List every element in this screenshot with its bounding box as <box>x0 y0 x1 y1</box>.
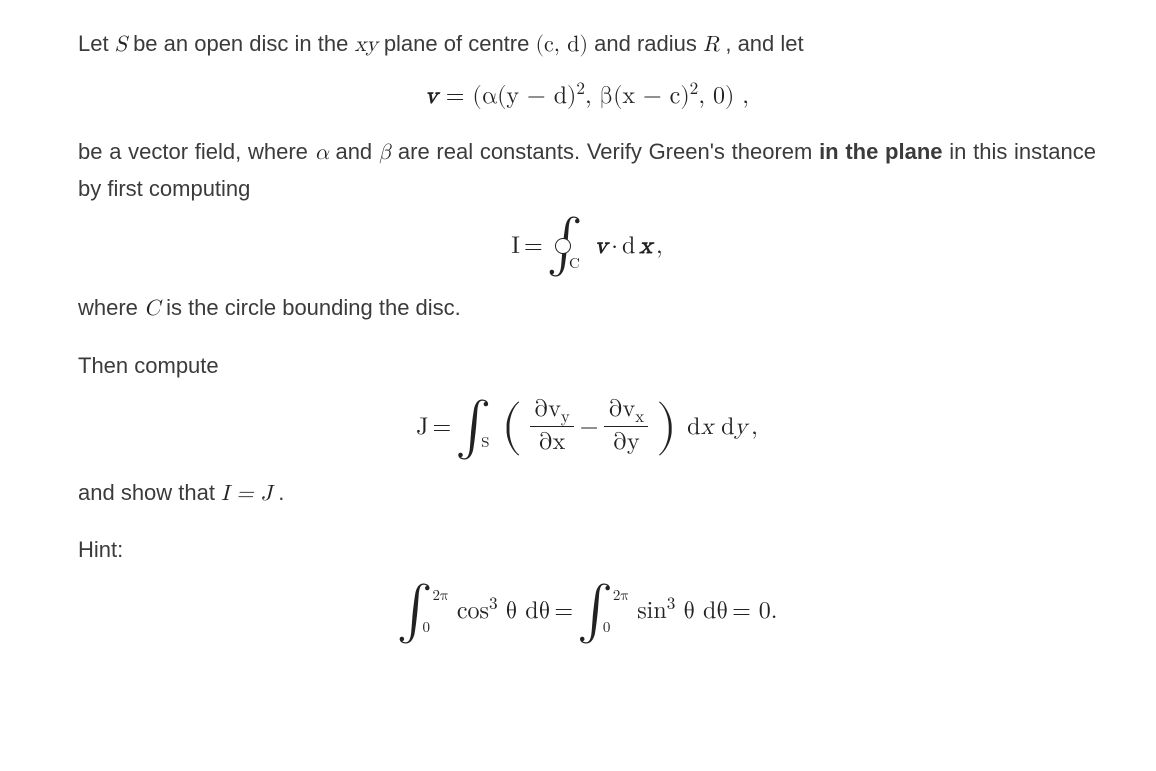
comma: , <box>751 408 758 446</box>
equation-line-integral-I: I = ∫ C v · dx, <box>78 220 1096 272</box>
para-5: and show that I = J . <box>78 475 1096 512</box>
beta: β <box>600 84 613 108</box>
equation-v-definition: v = (α(y − d)2, β(x − c)2, 0) , <box>78 77 1096 115</box>
equals1: = <box>554 592 573 630</box>
var-S: S <box>115 34 127 56</box>
para-4: Then compute <box>78 348 1096 383</box>
para-1: Let S be an open disc in the xy plane of… <box>78 26 1096 63</box>
x-minus-c: (x − c) <box>613 84 690 108</box>
text: Hint: <box>78 537 123 562</box>
dtheta1: θ <box>539 599 551 623</box>
equals: = <box>524 227 543 265</box>
var-R: R <box>703 34 719 56</box>
int-sub-S: S <box>481 431 489 455</box>
equals-zero: = 0. <box>732 592 777 630</box>
equation-surface-integral-J: J = ∫ S ( ∂vy ∂x − ∂vx ∂y ) dx dy, <box>78 397 1096 457</box>
dvy-dx: ∂vy ∂x <box>530 397 574 457</box>
zero: , 0 <box>698 84 725 108</box>
integral-sin3: ∫ 2π 0 <box>577 582 633 642</box>
y-minus-d: (y − d) <box>497 84 576 108</box>
text: and radius <box>594 31 703 56</box>
int-sub-C: C <box>569 252 580 276</box>
text: and <box>335 139 378 164</box>
sq1: 2 <box>576 81 585 98</box>
vector-v: v <box>595 227 608 265</box>
theta2: θ <box>683 599 695 623</box>
para-2: be a vector field, where α and β are rea… <box>78 134 1096 206</box>
point-cd: (c, d) <box>535 34 588 56</box>
beta: β <box>379 142 391 164</box>
vector-v: v <box>425 84 438 108</box>
alpha: α <box>315 142 329 164</box>
text: is the circle bounding the disc. <box>166 295 461 320</box>
sin: sin <box>637 599 666 623</box>
lower-0-2: 0 <box>603 616 611 640</box>
dot: · <box>611 227 618 265</box>
dtheta2: θ <box>716 599 728 623</box>
text: are real constants. Verify Green's theor… <box>398 139 819 164</box>
d: d <box>622 227 635 265</box>
text: Then compute <box>78 353 219 378</box>
text: be an open disc in the <box>133 31 354 56</box>
var-I: I <box>511 227 520 265</box>
text: Let <box>78 31 115 56</box>
text: . <box>278 480 284 505</box>
upper-2pi-2: 2π <box>613 584 629 608</box>
alpha: α <box>482 84 497 108</box>
contour-integral-icon: ∫ C <box>547 220 579 272</box>
minus: − <box>580 408 599 446</box>
dx-vector: x <box>639 227 652 265</box>
var-C: C <box>144 298 160 320</box>
text: be a vector field, where <box>78 139 315 164</box>
upper-2pi: 2π <box>433 584 449 608</box>
emph-in-the-plane: in the plane <box>819 139 942 164</box>
comma1: , <box>585 84 600 108</box>
I-equals-J: I = J <box>221 483 272 505</box>
text: where <box>78 295 144 320</box>
lower-0: 0 <box>423 616 431 640</box>
var-J: J <box>416 408 428 446</box>
para-hint: Hint: <box>78 532 1096 567</box>
equation-hint-integrals: ∫ 2π 0 cos3 θ dθ = ∫ 2π 0 sin3 θ dθ = 0. <box>78 582 1096 642</box>
equals: = <box>433 408 452 446</box>
integral-over-S: ∫ S <box>455 397 495 457</box>
cos: cos <box>457 599 489 623</box>
integral-cos3: ∫ 2π 0 <box>397 582 453 642</box>
text: plane of centre <box>384 31 536 56</box>
equals: = <box>438 84 473 108</box>
dvx-dy: ∂vx ∂y <box>604 397 648 457</box>
problem-statement: Let S be an open disc in the xy plane of… <box>0 0 1156 680</box>
para-3: where C is the circle bounding the disc. <box>78 290 1096 327</box>
text: and show that <box>78 480 221 505</box>
var-xy: xy <box>354 34 377 56</box>
theta1: θ <box>506 599 518 623</box>
text: , and let <box>725 31 803 56</box>
comma: , <box>656 227 663 265</box>
trailing-comma: , <box>734 84 749 108</box>
cube2: 3 <box>667 596 676 613</box>
cube1: 3 <box>489 596 498 613</box>
